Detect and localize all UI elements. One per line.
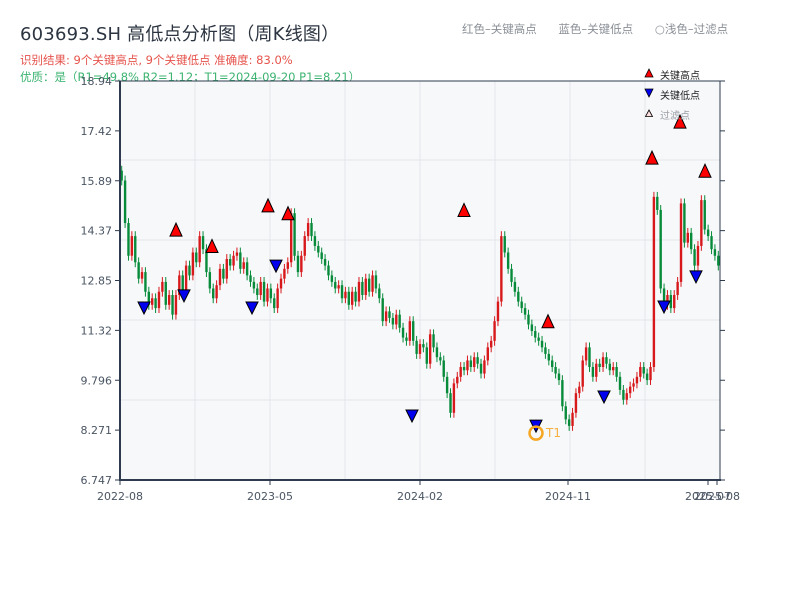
legend-label: 关键低点 <box>660 90 700 102</box>
legend-item-key-low[interactable]: 关键低点 <box>644 84 700 104</box>
svg-text:T1: T1 <box>545 426 561 440</box>
svg-text:2025-08: 2025-08 <box>694 490 740 503</box>
triangle-down-icon <box>644 88 660 101</box>
svg-text:8.271: 8.271 <box>81 424 113 437</box>
svg-text:17.42: 17.42 <box>81 125 113 138</box>
triangle-outline-icon <box>644 108 660 121</box>
grid-lines <box>120 81 720 480</box>
legend-label: 关键高点 <box>660 70 700 82</box>
legend-label: 过滤点 <box>660 110 690 122</box>
chart-legend: 关键高点 关键低点 过滤点 <box>644 64 700 124</box>
svg-text:14.37: 14.37 <box>81 225 113 238</box>
svg-text:12.85: 12.85 <box>81 275 113 288</box>
result-summary: 识别结果: 9个关键高点, 9个关键低点 准确度: 83.0% <box>20 53 293 67</box>
svg-text:6.747: 6.747 <box>81 474 113 487</box>
svg-text:11.32: 11.32 <box>81 324 113 337</box>
svg-text:2025-07: 2025-07 <box>685 490 731 503</box>
legend-item-filtered[interactable]: 过滤点 <box>644 104 700 124</box>
svg-text:9.796: 9.796 <box>81 374 113 387</box>
svg-text:2024-11: 2024-11 <box>545 490 591 503</box>
top-legend: 红色–关键高点 蓝色–关键低点 ○浅色–过滤点 <box>462 21 728 37</box>
key-point-markers: T1 <box>137 113 712 441</box>
x-axis-ticks: 2022-08 2023-05 2024-02 2024-11 2025-072025-… <box>97 480 740 503</box>
top-legend-filtered: ○浅色–过滤点 <box>654 22 729 36</box>
svg-text:2022-08: 2022-08 <box>97 490 143 503</box>
top-legend-high: 红色–关键高点 <box>462 22 537 36</box>
legend-item-key-high[interactable]: 关键高点 <box>644 64 700 84</box>
svg-text:2023-05: 2023-05 <box>247 490 293 503</box>
chart-title: 603693.SH 高低点分析图（周K线图） <box>20 24 340 45</box>
candles <box>120 165 720 431</box>
svg-text:18.94: 18.94 <box>81 75 113 88</box>
svg-text:15.89: 15.89 <box>81 175 113 188</box>
svg-text:2024-02: 2024-02 <box>397 490 443 503</box>
triangle-up-icon <box>644 67 660 81</box>
top-legend-low: 蓝色–关键低点 <box>558 22 634 36</box>
y-axis-ticks: 6.747 8.271 9.796 11.32 12.85 14.37 15.89 17.42… <box>81 75 725 487</box>
